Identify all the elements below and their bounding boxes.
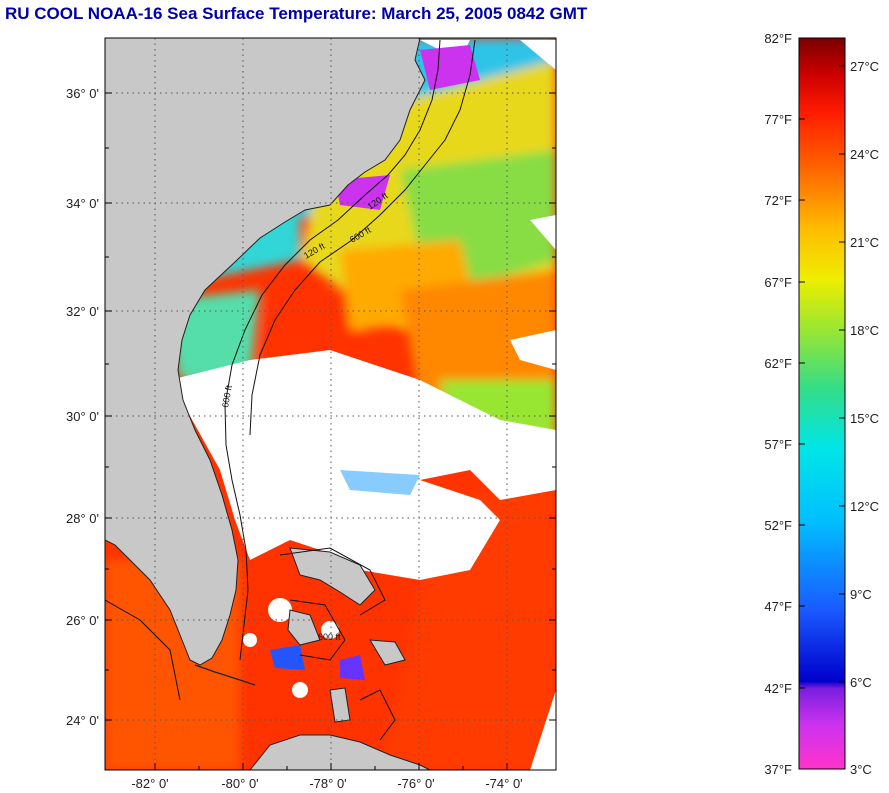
lon-tick-label: -80° 0' [221,776,258,791]
lon-tick-label: -74° 0' [485,776,522,791]
longitude-labels: -82° 0' -80° 0' -78° 0' -76° 0' -74° 0' [131,776,522,791]
lat-tick-label: 24° 0' [66,713,99,728]
colorbar-f-label: 47°F [764,599,792,614]
colorbar-f-label: 37°F [764,762,792,777]
colorbar-f-label: 72°F [764,193,792,208]
colorbar-c-label: 18°C [850,323,879,338]
contour-label: 600 ft [318,632,341,642]
colorbar-f-label: 67°F [764,275,792,290]
colorbar-f-label: 52°F [764,518,792,533]
colorbar: 82°F 77°F 72°F 67°F 62°F 57°F 52°F 47°F … [764,31,879,777]
lon-tick-label: -78° 0' [309,776,346,791]
colorbar-c-label: 24°C [850,147,879,162]
lat-tick-label: 26° 0' [66,613,99,628]
no-data-area [530,690,556,770]
colorbar-c-label: 12°C [850,499,879,514]
lat-tick-label: 32° 0' [66,304,99,319]
cloud-cover [170,40,556,698]
page-title: RU COOL NOAA-16 Sea Surface Temperature:… [5,4,588,23]
celsius-labels: 27°C 24°C 21°C 18°C 15°C 12°C 9°C 6°C 3°… [850,59,879,777]
colorbar-c-label: 6°C [850,675,872,690]
cuba-landmass [249,734,431,770]
colorbar-f-label: 77°F [764,112,792,127]
bahamas-islands [287,547,406,723]
colorbar-c-label: 3°C [850,762,872,777]
colorbar-f-label: 42°F [764,681,792,696]
us-landmass [105,38,426,666]
lat-tick-label: 34° 0' [66,196,99,211]
lat-tick-label: 28° 0' [66,511,99,526]
contour-label: 600 ft [220,384,234,408]
lat-tick-label: 36° 0' [66,86,99,101]
colorbar-c-label: 27°C [850,59,879,74]
lon-tick-label: -82° 0' [131,776,168,791]
bathymetry-contours [105,39,476,741]
colorbar-f-label: 62°F [764,356,792,371]
colorbar-gradient [798,37,846,770]
map-area: 120 ft 600 ft 120 ft 600 ft 600 ft [105,38,556,770]
colorbar-f-label: 82°F [764,31,792,46]
graticule [105,38,556,770]
colorbar-c-label: 21°C [850,235,879,250]
latitude-labels: 36° 0' 34° 0' 32° 0' 30° 0' 28° 0' 26° 0… [66,86,99,728]
colorbar-c-label: 9°C [850,587,872,602]
fahrenheit-labels: 82°F 77°F 72°F 67°F 62°F 57°F 52°F 47°F … [764,31,792,777]
colorbar-f-label: 57°F [764,437,792,452]
colorbar-ticks [799,65,845,689]
axis-ticks [105,92,556,770]
lat-tick-label: 30° 0' [66,409,99,424]
lon-tick-label: -76° 0' [397,776,434,791]
colorbar-c-label: 15°C [850,411,879,426]
